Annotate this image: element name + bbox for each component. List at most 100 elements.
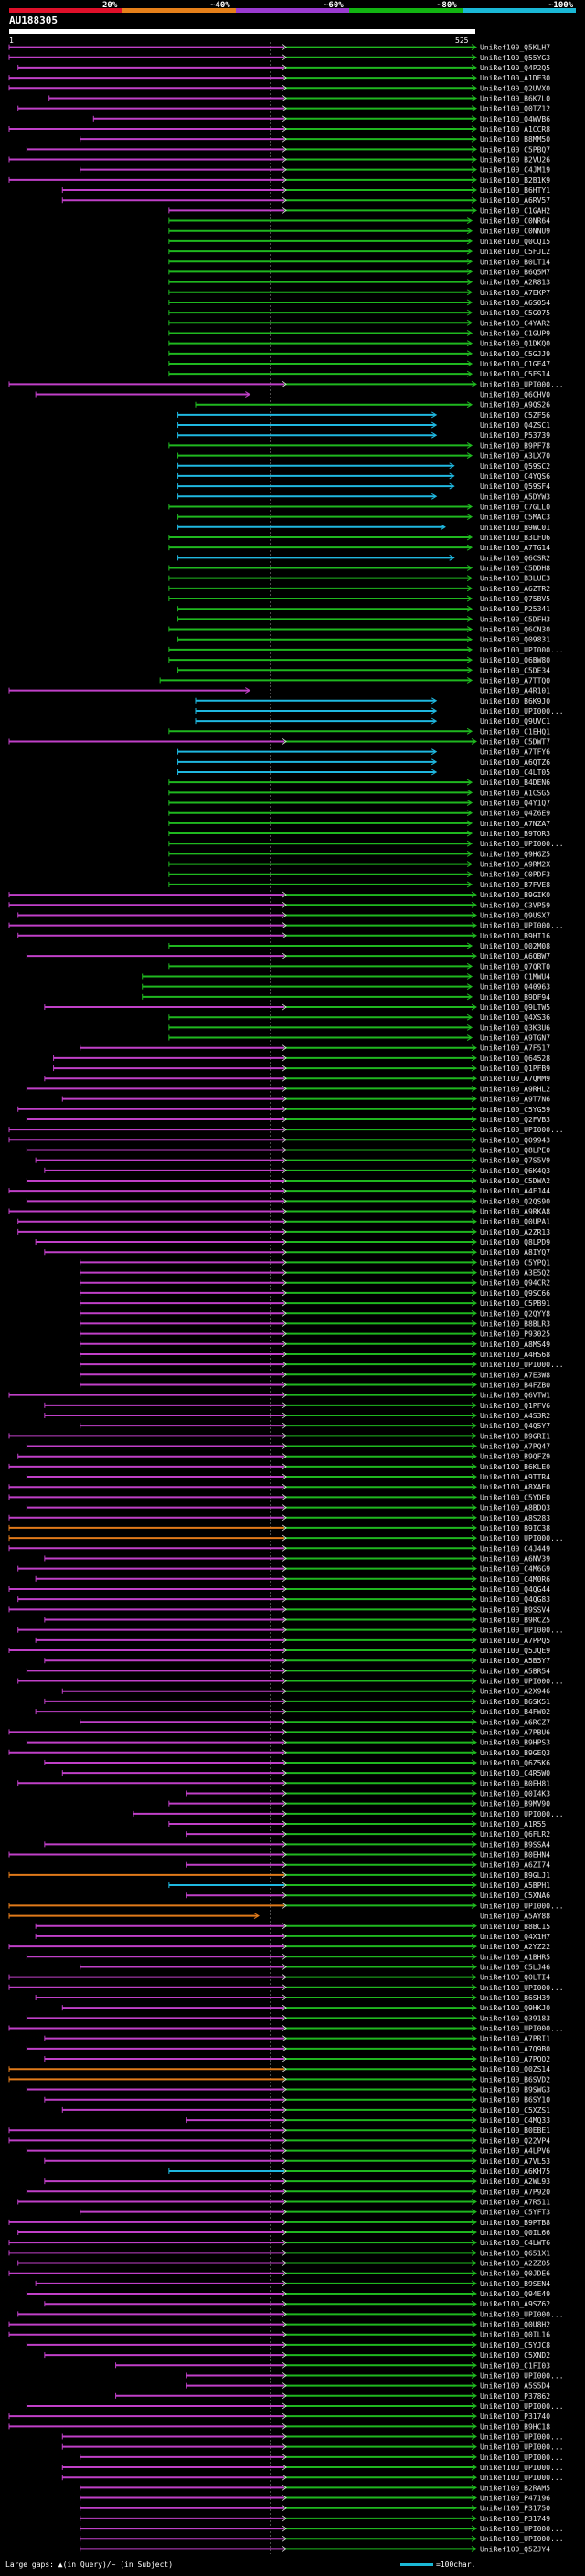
hit-row[interactable]: UniRef100_B9TOR3 xyxy=(168,830,550,838)
hit-label[interactable]: UniRef100_B0EHN4 xyxy=(480,1851,550,1860)
hit-row[interactable]: UniRef100_Q8LPD9 xyxy=(35,1238,550,1246)
hit-row[interactable]: UniRef100_A5BPH1 xyxy=(168,1882,550,1890)
hit-row[interactable]: UniRef100_A7PPQ5 xyxy=(35,1637,550,1645)
hit-label[interactable]: UniRef100_A2R813 xyxy=(480,279,550,287)
hit-row[interactable]: UniRef100_UPI000... xyxy=(80,1361,564,1369)
hit-row[interactable]: UniRef100_B4FZB0 xyxy=(80,1381,551,1389)
hit-row[interactable]: UniRef100_UPI000... xyxy=(80,2535,564,2543)
hit-row[interactable]: UniRef100_C4J449 xyxy=(8,1544,550,1553)
hit-label[interactable]: UniRef100_B9GIK0 xyxy=(480,891,550,899)
hit-row[interactable]: UniRef100_Q59SC2 xyxy=(177,462,551,471)
hit-label[interactable]: UniRef100_B6KLE0 xyxy=(480,1463,550,1471)
hit-label[interactable]: UniRef100_Q4WVB6 xyxy=(480,115,550,123)
hit-label[interactable]: UniRef100_B3LUE3 xyxy=(480,575,550,583)
hit-label[interactable]: UniRef100_UPI000... xyxy=(480,1902,564,1910)
hit-label[interactable]: UniRef100_C5YJC8 xyxy=(480,2341,550,2349)
hit-label[interactable]: UniRef100_C5FJL2 xyxy=(480,248,550,256)
hit-label[interactable]: UniRef100_Q94E49 xyxy=(480,2290,550,2298)
hit-label[interactable]: UniRef100_B9PTB8 xyxy=(480,2219,550,2227)
hit-label[interactable]: UniRef100_C0NNU9 xyxy=(480,228,550,236)
hit-row[interactable]: UniRef100_B0EBE1 xyxy=(8,2126,550,2135)
hit-row[interactable]: UniRef100_A7VL53 xyxy=(44,2157,550,2166)
hit-row[interactable]: UniRef100_A4S3R2 xyxy=(44,1412,550,1420)
hit-label[interactable]: UniRef100_Q2UVX0 xyxy=(480,84,550,92)
hit-label[interactable]: UniRef100_A2X946 xyxy=(480,1688,550,1696)
hit-row[interactable]: UniRef100_B9RCZ5 xyxy=(44,1617,550,1625)
hit-row[interactable]: UniRef100_B6KLE0 xyxy=(8,1463,550,1471)
hit-row[interactable]: UniRef100_B2B1K9 xyxy=(8,176,550,185)
hit-label[interactable]: UniRef100_Q2FVB3 xyxy=(480,1116,550,1124)
hit-row[interactable]: UniRef100_B6SY10 xyxy=(44,2096,550,2104)
hit-label[interactable]: UniRef100_Q6FLR2 xyxy=(480,1830,550,1839)
hit-row[interactable]: UniRef100_B9MV90 xyxy=(168,1800,550,1808)
hit-label[interactable]: UniRef100_Q9SC66 xyxy=(480,1289,550,1298)
hit-row[interactable]: UniRef100_B9PF78 xyxy=(168,441,550,450)
hit-label[interactable]: UniRef100_UPI000... xyxy=(480,2464,564,2472)
hit-row[interactable]: UniRef100_A2R813 xyxy=(168,279,550,287)
hit-label[interactable]: UniRef100_A1CCR8 xyxy=(480,125,550,133)
hit-label[interactable]: UniRef100_Q0JDE6 xyxy=(480,2270,550,2278)
hit-row[interactable]: UniRef100_A6ZTR2 xyxy=(168,585,550,593)
hit-row[interactable]: UniRef100_A9RM2X xyxy=(168,861,550,869)
hit-label[interactable]: UniRef100_B9DF94 xyxy=(480,993,550,1002)
hit-label[interactable]: UniRef100_A7F517 xyxy=(480,1044,550,1053)
hit-label[interactable]: UniRef100_UPI000... xyxy=(480,2535,564,2543)
hit-row[interactable]: UniRef100_UPI000... xyxy=(133,1810,564,1818)
hit-label[interactable]: UniRef100_C5LJ46 xyxy=(480,1963,550,1971)
hit-label[interactable]: UniRef100_B3LFU6 xyxy=(480,534,550,542)
hit-label[interactable]: UniRef100_A7EKP7 xyxy=(480,289,550,297)
hit-row[interactable]: UniRef100_A6QBW7 xyxy=(26,952,550,960)
hit-row[interactable]: UniRef100_A1CSG5 xyxy=(168,789,550,797)
hit-row[interactable]: UniRef100_Q5ZJY4 xyxy=(80,2545,551,2553)
hit-label[interactable]: UniRef100_UPI000... xyxy=(480,2433,564,2441)
hit-label[interactable]: UniRef100_A7PPQ5 xyxy=(480,1637,550,1645)
hit-label[interactable]: UniRef100_Q0IL16 xyxy=(480,2331,550,2339)
hit-row[interactable]: UniRef100_C3VP59 xyxy=(8,901,550,909)
hit-row[interactable]: UniRef100_UPI000... xyxy=(8,1126,564,1134)
hit-label[interactable]: UniRef100_UPI000... xyxy=(480,2371,564,2380)
hit-row[interactable]: UniRef100_A9RKA8 xyxy=(8,1208,550,1216)
hit-label[interactable]: UniRef100_A9T7N6 xyxy=(480,1096,550,1104)
hit-row[interactable]: UniRef100_C5DDH8 xyxy=(168,565,550,573)
hit-label[interactable]: UniRef100_C4MQ33 xyxy=(480,2116,550,2125)
hit-row[interactable]: UniRef100_A7E3W8 xyxy=(80,1371,551,1379)
hit-row[interactable]: UniRef100_Q02M08 xyxy=(168,942,550,950)
hit-label[interactable]: UniRef100_B9MV90 xyxy=(480,1800,550,1808)
hit-label[interactable]: UniRef100_UPI000... xyxy=(480,646,564,654)
hit-label[interactable]: UniRef100_B4FW02 xyxy=(480,1708,550,1716)
hit-label[interactable]: UniRef100_Q4ZSC1 xyxy=(480,421,550,429)
hit-row[interactable]: UniRef100_Q4P2Q5 xyxy=(17,64,551,72)
hit-label[interactable]: UniRef100_B9SSA4 xyxy=(480,1840,550,1849)
hit-label[interactable]: UniRef100_A7PQQ2 xyxy=(480,2055,550,2063)
hit-row[interactable]: UniRef100_Q59SF4 xyxy=(177,482,551,491)
hit-row[interactable]: UniRef100_UPI000... xyxy=(80,2454,564,2462)
hit-label[interactable]: UniRef100_Q64528 xyxy=(480,1055,550,1063)
hit-row[interactable]: UniRef100_Q0UPA1 xyxy=(17,1218,551,1226)
hit-row[interactable]: UniRef100_Q0IL16 xyxy=(8,2331,550,2339)
hit-label[interactable]: UniRef100_Q8LPD9 xyxy=(480,1238,550,1246)
hit-label[interactable]: UniRef100_A2ZR13 xyxy=(480,1228,550,1236)
hit-row[interactable]: UniRef100_C4JM19 xyxy=(80,166,551,175)
hit-row[interactable]: UniRef100_A3E5Q2 xyxy=(80,1269,551,1277)
hit-label[interactable]: UniRef100_Q6Z5K6 xyxy=(480,1759,550,1767)
hit-row[interactable]: UniRef100_A2ZR13 xyxy=(17,1228,551,1236)
hit-label[interactable]: UniRef100_C5YPQ1 xyxy=(480,1258,550,1267)
hit-label[interactable]: UniRef100_C5DDH8 xyxy=(480,565,550,573)
hit-label[interactable]: UniRef100_B2VU26 xyxy=(480,156,550,164)
hit-row[interactable]: UniRef100_C5DFH3 xyxy=(177,615,551,623)
hit-row[interactable]: UniRef100_B9HC18 xyxy=(8,2422,550,2431)
hit-row[interactable]: UniRef100_C1GUP9 xyxy=(168,329,550,337)
hit-row[interactable]: UniRef100_C1GAH2 xyxy=(168,207,550,215)
hit-row[interactable]: UniRef100_C5XZS1 xyxy=(61,2106,550,2115)
hit-label[interactable]: UniRef100_Q4X1H7 xyxy=(480,1933,550,1941)
hit-row[interactable]: UniRef100_A2X946 xyxy=(61,1688,550,1696)
hit-row[interactable]: UniRef100_Q9UVC1 xyxy=(195,717,550,726)
hit-label[interactable]: UniRef100_A7PBU6 xyxy=(480,1728,550,1736)
hit-label[interactable]: UniRef100_P93025 xyxy=(480,1330,550,1339)
hit-label[interactable]: UniRef100_Q9UVC1 xyxy=(480,717,550,726)
hit-row[interactable]: UniRef100_A1BHR5 xyxy=(26,1953,550,1961)
hit-row[interactable]: UniRef100_C5XND2 xyxy=(44,2351,550,2359)
hit-row[interactable]: UniRef100_Q8LPE0 xyxy=(26,1146,550,1154)
hit-row[interactable]: UniRef100_C4YAR2 xyxy=(168,319,550,327)
hit-label[interactable]: UniRef100_B6SH39 xyxy=(480,1994,550,2002)
